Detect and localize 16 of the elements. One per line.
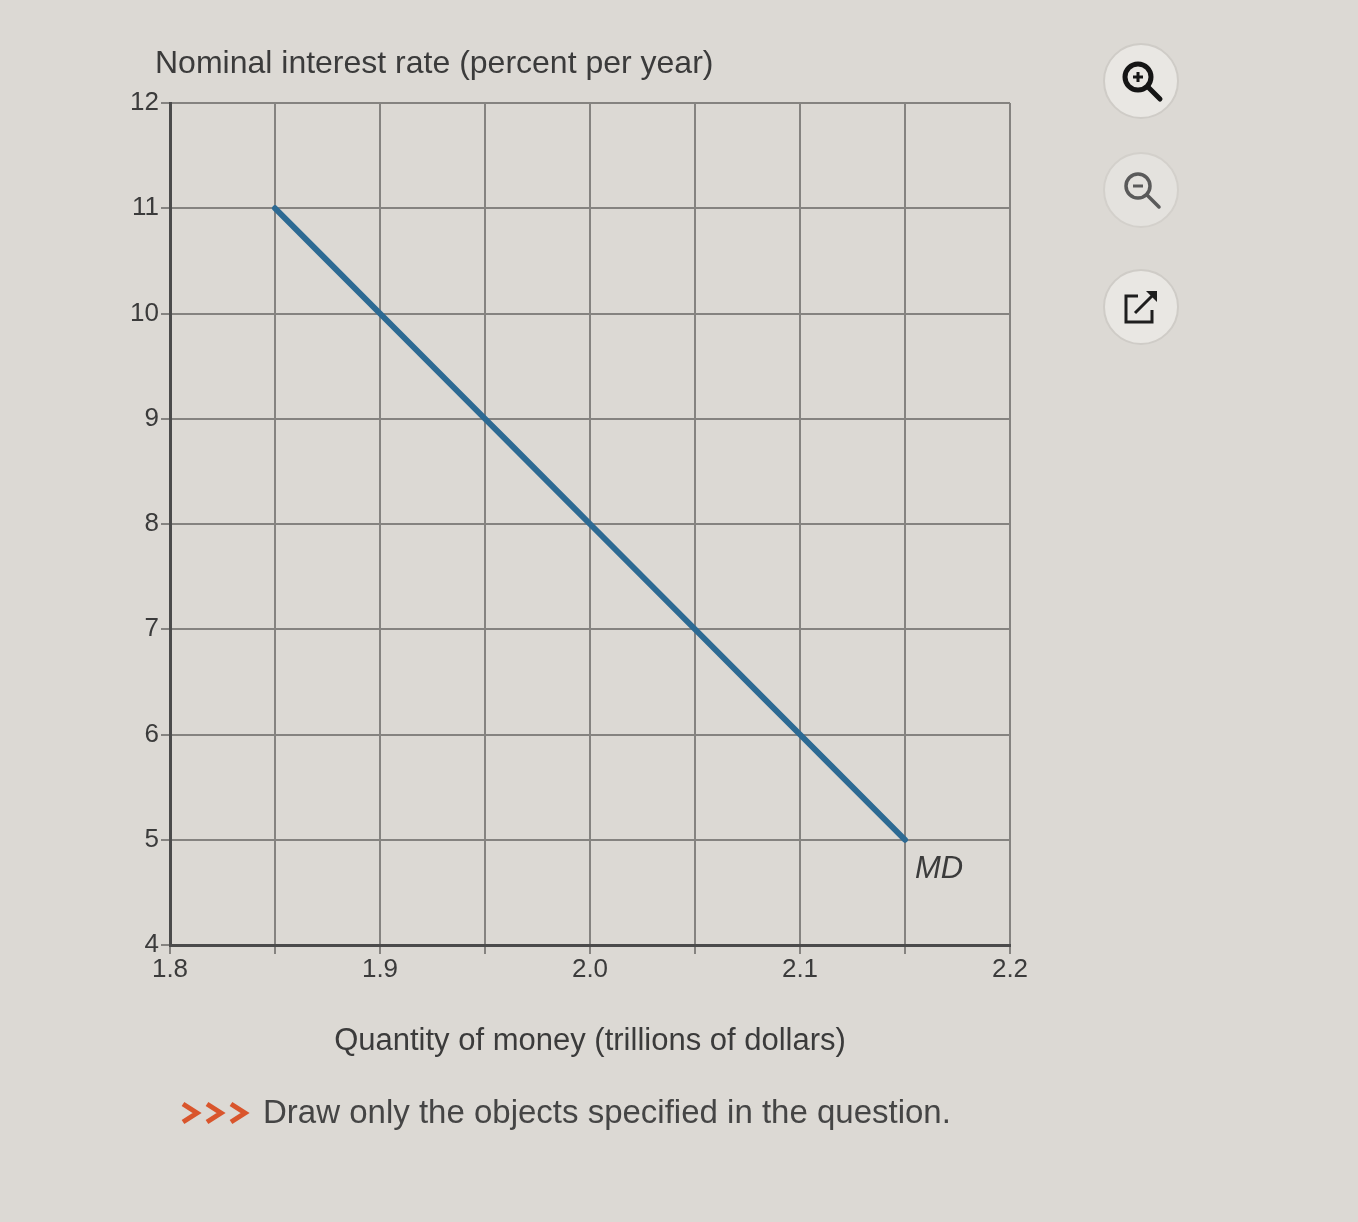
y-tick-label: 12: [130, 86, 159, 117]
y-tick-label: 11: [132, 191, 159, 222]
y-tick-label: 8: [144, 507, 159, 538]
y-tick-label: 7: [144, 612, 159, 643]
y-tick-label: 9: [144, 401, 159, 432]
x-axis-title: Quantity of money (trillions of dollars): [334, 1021, 846, 1057]
y-axis-title: Nominal interest rate (percent per year): [155, 44, 714, 80]
x-tick-label: 2.1: [781, 952, 819, 983]
series-label: MD: [915, 849, 964, 885]
x-tick-label: 2.2: [991, 952, 1029, 983]
y-tick-label: 10: [130, 296, 159, 327]
x-tick-label: 2.0: [571, 952, 609, 983]
y-tick-label: 6: [144, 717, 159, 748]
x-tick-label: 1.9: [361, 952, 399, 983]
y-tick-label: 5: [144, 822, 159, 853]
text: Draw only the objects specified in the question.: [263, 1092, 951, 1132]
